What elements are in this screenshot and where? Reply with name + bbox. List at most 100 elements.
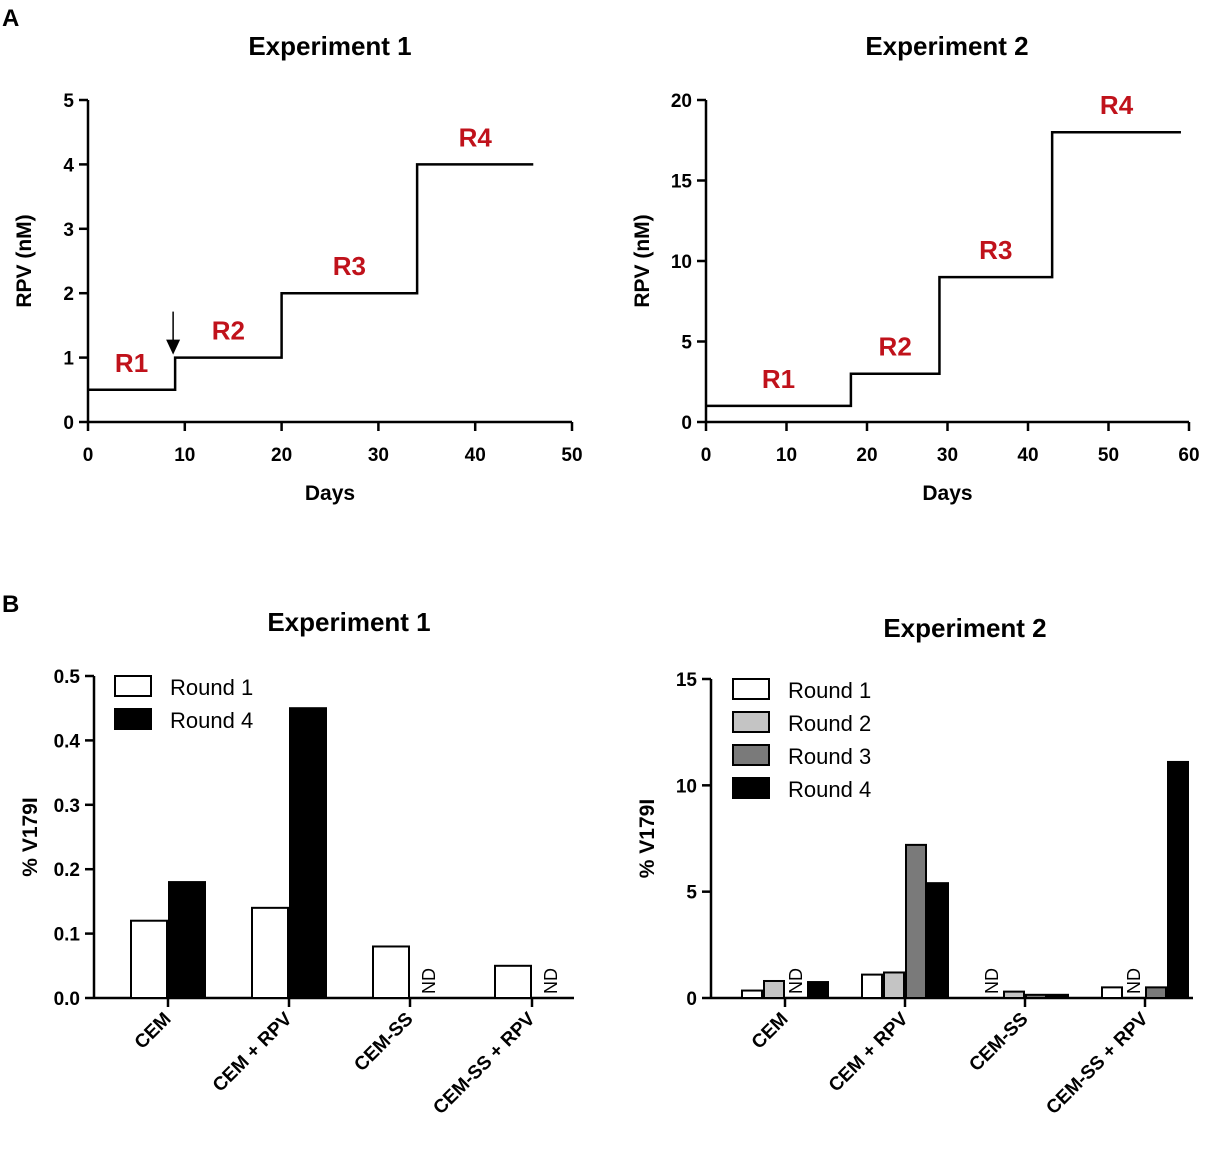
y-tick-label: 20 bbox=[671, 91, 692, 112]
bar-cem-ss-rpv-round-1 bbox=[1101, 986, 1123, 999]
nd-label: ND bbox=[419, 968, 439, 994]
chart-title: Experiment 1 bbox=[248, 31, 411, 61]
y-tick-label: 4 bbox=[63, 155, 74, 176]
bar-cem-rpv-round-4 bbox=[289, 707, 327, 999]
step-label-r1: R1 bbox=[762, 364, 795, 394]
panel-letter-b: B bbox=[2, 591, 19, 618]
x-tick-label: 40 bbox=[1017, 445, 1038, 466]
nd-label: ND bbox=[982, 968, 1002, 994]
bar-cem-round-1 bbox=[130, 919, 168, 999]
step-label-r4: R4 bbox=[1100, 90, 1134, 120]
x-tick-label: 30 bbox=[368, 445, 389, 466]
category-label-cem-rpv: CEM + RPV bbox=[209, 1008, 297, 1096]
category-label-cem: CEM bbox=[131, 1009, 176, 1054]
x-axis-title: Days bbox=[922, 482, 972, 505]
legend-swatch-round-4 bbox=[114, 708, 152, 730]
y-tick-label: 0.1 bbox=[54, 925, 81, 946]
x-tick-label: 30 bbox=[937, 445, 958, 466]
bar-cem-round-4 bbox=[807, 981, 829, 999]
y-tick-label: 0 bbox=[686, 989, 697, 1010]
bar-cem-rpv-round-1 bbox=[861, 973, 883, 1000]
nd-label: ND bbox=[786, 968, 806, 994]
arrow-down-icon bbox=[166, 339, 181, 355]
step-label-r1: R1 bbox=[115, 348, 148, 378]
x-tick-label: 50 bbox=[1098, 445, 1119, 466]
category-label-cem-ss-rpv: CEM-SS + RPV bbox=[429, 1008, 539, 1118]
bar-cem-rpv-round-1 bbox=[251, 906, 289, 1000]
x-tick-label: 60 bbox=[1178, 445, 1199, 466]
bar-cem-ss-round-4 bbox=[1047, 993, 1069, 999]
y-axis-title: RPV (nM) bbox=[631, 214, 654, 307]
chart-a-experiment-2: Experiment 2 0 5 10 15 20 0 10 20 30 40 50 60 Days RPV… bbox=[631, 31, 1200, 505]
y-axis-title: % V179I bbox=[19, 797, 42, 876]
legend-swatch-round-1 bbox=[114, 675, 152, 697]
y-tick-label: 0.0 bbox=[54, 989, 80, 1010]
chart-title: Experiment 1 bbox=[267, 607, 430, 637]
y-tick-label: 3 bbox=[63, 220, 74, 241]
bar-cem-ss-rpv-round-4 bbox=[1167, 760, 1189, 999]
x-axis-title: Days bbox=[305, 482, 355, 505]
step-label-r4: R4 bbox=[459, 122, 493, 152]
nd-label: ND bbox=[1124, 968, 1144, 994]
y-tick-label: 2 bbox=[63, 284, 74, 305]
x-tick-label: 10 bbox=[174, 445, 195, 466]
category-label-cem-ss-rpv: CEM-SS + RPV bbox=[1042, 1008, 1152, 1118]
legend-label-round-2: Round 2 bbox=[788, 711, 871, 736]
y-tick-label: 1 bbox=[63, 349, 74, 370]
y-tick-label: 5 bbox=[686, 883, 697, 904]
y-tick-label: 0.3 bbox=[54, 796, 80, 817]
y-axis-title: % V179I bbox=[636, 799, 659, 878]
bar-cem-round-2 bbox=[763, 979, 785, 1000]
x-tick-label: 20 bbox=[271, 445, 292, 466]
y-tick-label: 15 bbox=[671, 172, 693, 193]
category-label-cem: CEM bbox=[748, 1009, 793, 1054]
category-label-cem-ss: CEM-SS bbox=[350, 1009, 417, 1076]
y-tick-label: 0.2 bbox=[54, 860, 80, 881]
step-label-r2: R2 bbox=[212, 316, 245, 346]
y-tick-label: 10 bbox=[676, 776, 697, 797]
x-tick-label: 0 bbox=[701, 445, 712, 466]
y-tick-label: 0.4 bbox=[54, 731, 81, 752]
legend-label-round-4: Round 4 bbox=[788, 777, 871, 802]
y-tick-label: 5 bbox=[681, 333, 692, 354]
bar-cem-ss-round-1 bbox=[372, 945, 410, 999]
bar-cem-rpv-round-2 bbox=[883, 971, 905, 999]
y-tick-label: 0 bbox=[63, 413, 74, 434]
bar-cem-round-4 bbox=[168, 881, 206, 1000]
category-label-cem-rpv: CEM + RPV bbox=[825, 1008, 913, 1096]
bar-cem-ss-round-2 bbox=[1003, 990, 1025, 999]
chart-b-experiment-1: Experiment 1 0.0 0.1 0.2 0.3 0.4 0.5 % V179I CEM… bbox=[19, 607, 574, 1119]
legend-label-round-1: Round 1 bbox=[788, 678, 871, 703]
chart-b-experiment-2: Experiment 2 0 5 10 15 % V179I CEM ND CEM + RPV C… bbox=[636, 613, 1193, 1119]
bar-cem-rpv-round-4 bbox=[927, 882, 949, 999]
legend-label-round-4: Round 4 bbox=[170, 708, 253, 733]
bar-cem-ss-rpv-round-3 bbox=[1145, 986, 1167, 999]
legend-swatch-round-4 bbox=[732, 777, 770, 799]
legend-label-round-3: Round 3 bbox=[788, 744, 871, 769]
chart-title: Experiment 2 bbox=[865, 31, 1028, 61]
chart-title: Experiment 2 bbox=[883, 613, 1046, 643]
step-label-r3: R3 bbox=[333, 251, 366, 281]
rpv-step-line bbox=[706, 130, 1181, 408]
nd-label: ND bbox=[541, 968, 561, 994]
x-tick-label: 20 bbox=[856, 445, 877, 466]
x-tick-label: 10 bbox=[776, 445, 797, 466]
bar-cem-ss-round-3 bbox=[1025, 993, 1047, 999]
y-tick-label: 0.5 bbox=[54, 667, 81, 688]
legend-label-round-1: Round 1 bbox=[170, 675, 253, 700]
legend-swatch-round-3 bbox=[732, 744, 770, 766]
y-tick-label: 5 bbox=[63, 91, 74, 112]
panel-letter-a: A bbox=[2, 5, 19, 32]
x-tick-label: 40 bbox=[465, 445, 486, 466]
legend-swatch-round-1 bbox=[732, 678, 770, 700]
bar-cem-ss-rpv-round-1 bbox=[494, 964, 532, 999]
x-tick-label: 50 bbox=[561, 445, 582, 466]
rpv-step-line bbox=[88, 163, 534, 392]
y-tick-label: 0 bbox=[681, 413, 692, 434]
step-label-r3: R3 bbox=[979, 235, 1012, 265]
bar-cem-rpv-round-3 bbox=[905, 843, 927, 999]
legend-swatch-round-2 bbox=[732, 711, 770, 733]
category-label-cem-ss: CEM-SS bbox=[965, 1009, 1032, 1076]
x-tick-label: 0 bbox=[83, 445, 94, 466]
